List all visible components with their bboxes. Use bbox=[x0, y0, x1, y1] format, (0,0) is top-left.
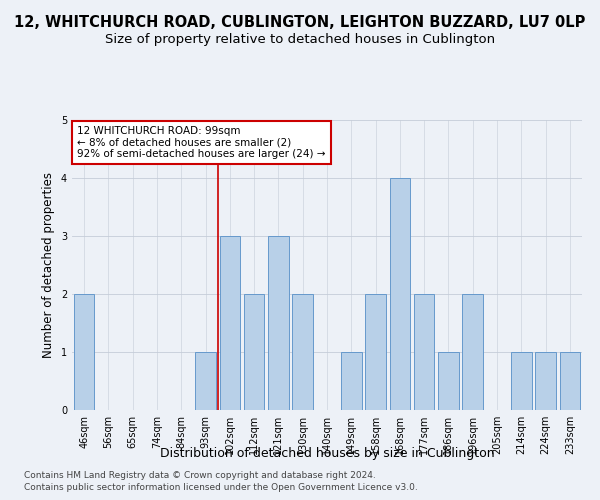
Text: 12, WHITCHURCH ROAD, CUBLINGTON, LEIGHTON BUZZARD, LU7 0LP: 12, WHITCHURCH ROAD, CUBLINGTON, LEIGHTO… bbox=[14, 15, 586, 30]
Bar bbox=[268, 236, 289, 410]
Text: 12 WHITCHURCH ROAD: 99sqm
← 8% of detached houses are smaller (2)
92% of semi-de: 12 WHITCHURCH ROAD: 99sqm ← 8% of detach… bbox=[77, 126, 326, 159]
Text: Contains public sector information licensed under the Open Government Licence v3: Contains public sector information licen… bbox=[24, 484, 418, 492]
Bar bbox=[560, 352, 580, 410]
Y-axis label: Number of detached properties: Number of detached properties bbox=[43, 172, 55, 358]
Text: Distribution of detached houses by size in Cublington: Distribution of detached houses by size … bbox=[160, 448, 494, 460]
Bar bbox=[292, 294, 313, 410]
Bar bbox=[195, 352, 216, 410]
Bar bbox=[389, 178, 410, 410]
Bar bbox=[438, 352, 459, 410]
Bar bbox=[74, 294, 94, 410]
Bar bbox=[463, 294, 483, 410]
Bar bbox=[220, 236, 240, 410]
Bar bbox=[244, 294, 265, 410]
Bar bbox=[365, 294, 386, 410]
Bar bbox=[341, 352, 362, 410]
Bar bbox=[535, 352, 556, 410]
Bar bbox=[414, 294, 434, 410]
Text: Size of property relative to detached houses in Cublington: Size of property relative to detached ho… bbox=[105, 32, 495, 46]
Bar bbox=[511, 352, 532, 410]
Text: Contains HM Land Registry data © Crown copyright and database right 2024.: Contains HM Land Registry data © Crown c… bbox=[24, 471, 376, 480]
